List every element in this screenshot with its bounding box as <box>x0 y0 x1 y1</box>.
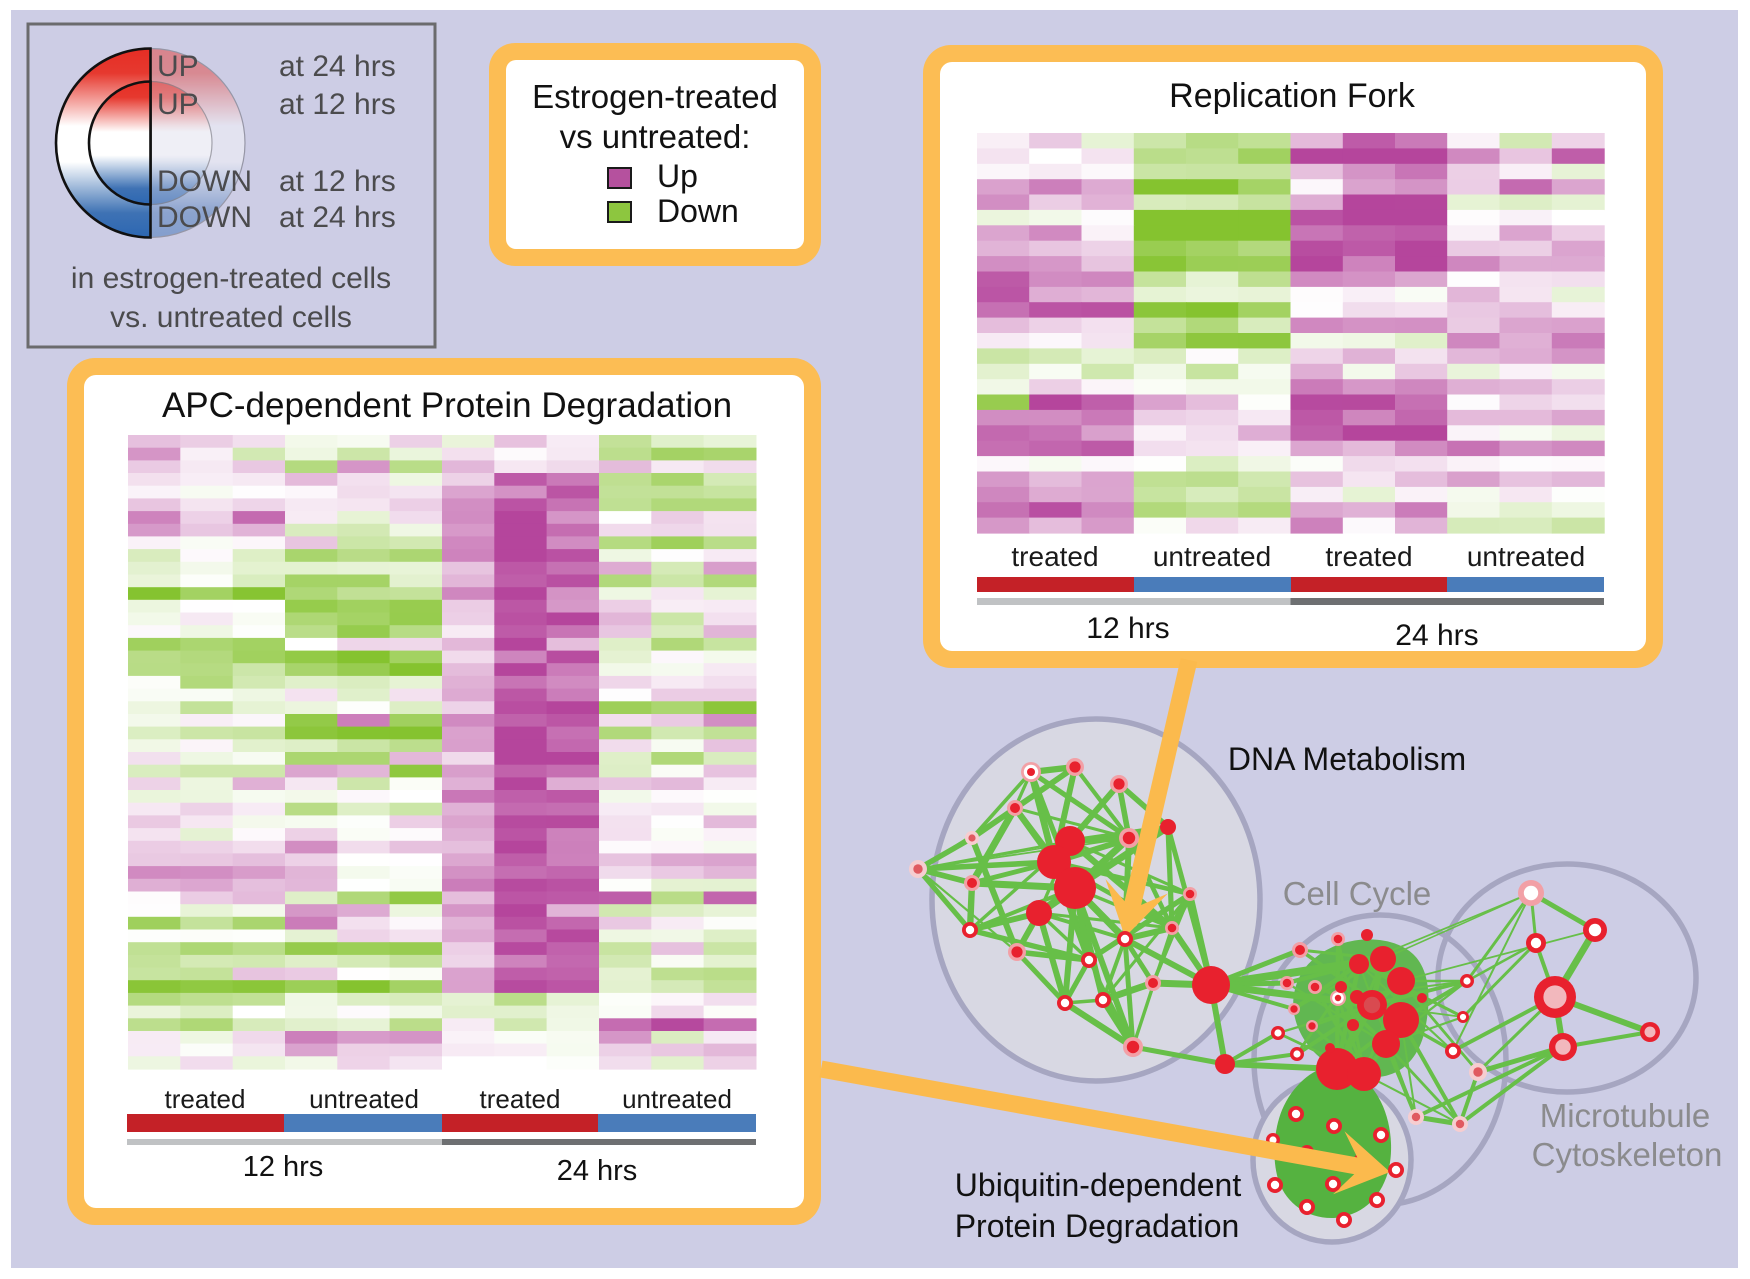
svg-text:in estrogen-treated cells: in estrogen-treated cells <box>71 262 391 295</box>
svg-text:at 12 hrs: at 12 hrs <box>279 165 396 198</box>
svg-text:Cytoskeleton: Cytoskeleton <box>1532 1136 1723 1173</box>
svg-text:Up: Up <box>657 158 698 194</box>
svg-text:treated: treated <box>1011 541 1098 572</box>
svg-text:Ubiquitin-dependent: Ubiquitin-dependent <box>955 1167 1242 1203</box>
svg-text:treated: treated <box>165 1084 246 1114</box>
svg-text:24 hrs: 24 hrs <box>557 1155 638 1187</box>
svg-text:at 24 hrs: at 24 hrs <box>279 50 396 83</box>
svg-text:DOWN: DOWN <box>157 165 252 198</box>
svg-text:UP: UP <box>157 50 199 83</box>
svg-text:untreated: untreated <box>622 1084 732 1114</box>
svg-text:APC-dependent Protein Degradat: APC-dependent Protein Degradation <box>162 386 732 425</box>
svg-text:at 24 hrs: at 24 hrs <box>279 201 396 234</box>
svg-text:untreated: untreated <box>309 1084 419 1114</box>
svg-text:DNA Metabolism: DNA Metabolism <box>1228 741 1466 777</box>
svg-text:Microtubule: Microtubule <box>1540 1097 1711 1134</box>
svg-text:24 hrs: 24 hrs <box>1395 619 1478 652</box>
svg-text:Replication Fork: Replication Fork <box>1169 77 1416 115</box>
svg-text:untreated: untreated <box>1467 541 1585 572</box>
svg-text:12 hrs: 12 hrs <box>1086 612 1169 645</box>
svg-text:Cell Cycle: Cell Cycle <box>1283 875 1432 912</box>
svg-text:Down: Down <box>657 193 739 229</box>
svg-text:12 hrs: 12 hrs <box>243 1151 324 1183</box>
svg-text:Estrogen-treated: Estrogen-treated <box>532 78 778 115</box>
svg-text:Protein Degradation: Protein Degradation <box>955 1208 1240 1244</box>
svg-text:vs untreated:: vs untreated: <box>560 118 751 155</box>
svg-text:vs. untreated cells: vs. untreated cells <box>110 301 352 334</box>
svg-text:treated: treated <box>480 1084 561 1114</box>
svg-text:treated: treated <box>1325 541 1412 572</box>
svg-text:untreated: untreated <box>1153 541 1271 572</box>
svg-text:at 12 hrs: at 12 hrs <box>279 88 396 121</box>
svg-text:UP: UP <box>157 88 199 121</box>
svg-text:DOWN: DOWN <box>157 201 252 234</box>
